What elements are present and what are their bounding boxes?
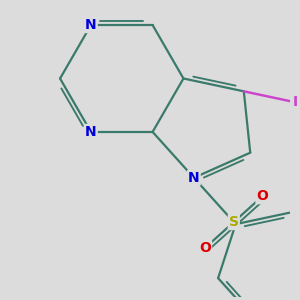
Text: S: S <box>229 215 239 229</box>
Text: O: O <box>199 241 211 255</box>
Text: I: I <box>293 95 298 109</box>
Text: N: N <box>188 171 200 185</box>
Text: O: O <box>256 189 268 203</box>
Text: N: N <box>85 125 97 139</box>
Text: N: N <box>85 18 97 32</box>
